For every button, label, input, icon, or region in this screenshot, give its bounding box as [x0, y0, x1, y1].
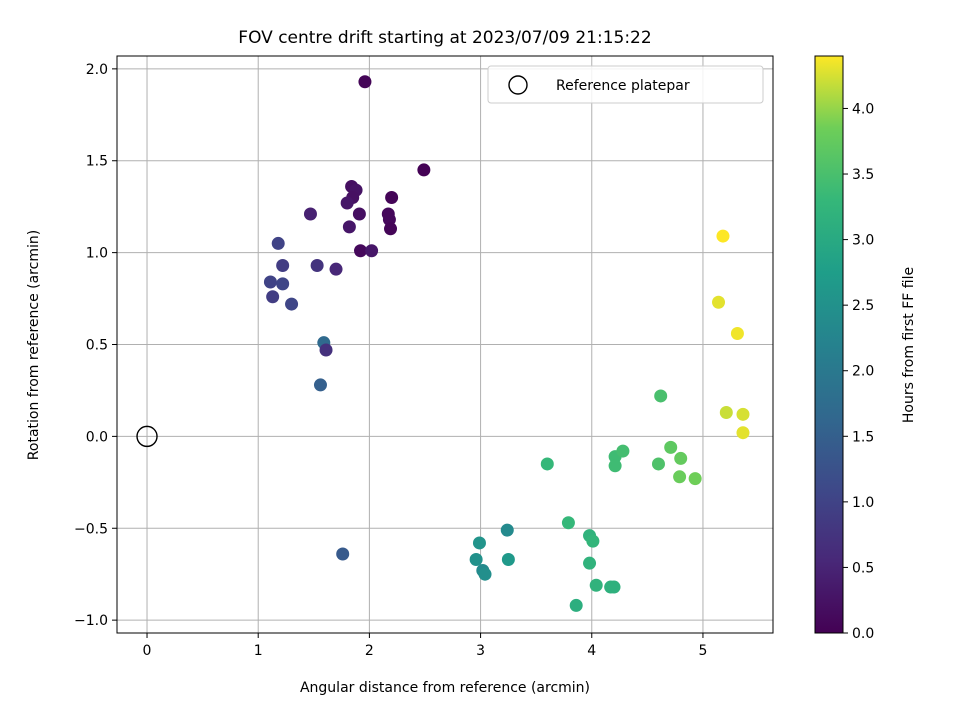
data-point: [569, 598, 583, 612]
y-tick-label: 0.5: [86, 338, 108, 354]
data-point: [276, 277, 290, 291]
chart-title: FOV centre drift starting at 2023/07/09 …: [238, 28, 651, 48]
data-point: [607, 580, 621, 594]
data-point: [266, 290, 280, 304]
data-point: [730, 326, 744, 340]
x-tick-label: 1: [254, 643, 263, 659]
x-axis-ticks: 0 1 2 3 4 5: [143, 633, 707, 659]
colorbar-tick-label: 2.5: [852, 298, 874, 314]
data-point: [263, 275, 277, 289]
y-axis-ticks: −1.0 −0.5 0.0 0.5 1.0 1.5 2.0: [74, 62, 117, 629]
data-point: [501, 552, 515, 566]
y-tick-label: 1.0: [86, 246, 108, 262]
data-point: [385, 190, 399, 204]
x-tick-label: 5: [698, 643, 707, 659]
reference-platepar-marker: [136, 425, 158, 448]
data-point: [313, 378, 327, 392]
data-point: [540, 457, 554, 471]
data-point: [353, 244, 367, 258]
data-point: [303, 207, 317, 221]
data-point: [340, 196, 354, 210]
data-point: [616, 444, 630, 458]
data-point: [674, 451, 688, 465]
y-tick-label: −0.5: [74, 521, 108, 537]
colorbar-gradient: [814, 55, 844, 634]
data-point: [736, 426, 750, 440]
colorbar-tick-label: 3.5: [852, 167, 874, 183]
data-point: [664, 440, 678, 454]
scatter-points: [263, 75, 750, 612]
colorbar-tick-label: 1.0: [852, 495, 874, 511]
colorbar-label: Hours from first FF file: [901, 267, 917, 423]
data-point: [285, 297, 299, 311]
data-point: [472, 536, 486, 550]
colorbar-tick-label: 2.0: [852, 364, 874, 380]
legend-reference-marker: [508, 75, 528, 95]
data-point: [589, 578, 603, 592]
data-point: [673, 470, 687, 484]
data-point: [271, 236, 285, 250]
data-point: [478, 567, 492, 581]
colorbar-tick-label: 0.5: [852, 560, 874, 576]
data-point: [716, 229, 730, 243]
y-tick-label: 2.0: [86, 62, 108, 78]
y-axis-label: Rotation from reference (arcmin): [26, 230, 42, 460]
data-point: [688, 472, 702, 486]
data-point: [417, 163, 431, 177]
y-tick-label: 1.5: [86, 154, 108, 170]
data-point: [469, 552, 483, 566]
data-point: [719, 405, 733, 419]
colorbar-tick-label: 4.0: [852, 101, 874, 117]
y-tick-label: 0.0: [86, 429, 108, 445]
colorbar-tick-label: 3.0: [852, 233, 874, 249]
data-point: [654, 389, 668, 403]
data-point: [384, 222, 398, 236]
x-tick-label: 3: [476, 643, 485, 659]
data-point: [358, 75, 372, 89]
data-point: [500, 523, 514, 537]
data-point: [365, 244, 379, 258]
colorbar-ticks: 0.0 0.5 1.0 1.5 2.0 2.5 3.0 3.5 4.0: [843, 101, 874, 642]
reference-marker: [136, 425, 158, 448]
grid: [117, 56, 773, 633]
x-axis-label: Angular distance from reference (arcmin): [300, 680, 590, 696]
data-point: [586, 534, 600, 548]
data-point: [342, 220, 356, 234]
data-point: [352, 207, 366, 221]
data-point: [736, 407, 750, 421]
data-point: [319, 343, 333, 357]
colorbar-tick-label: 0.0: [852, 626, 874, 642]
data-point: [583, 556, 597, 570]
colorbar-tick-label: 1.5: [852, 429, 874, 445]
legend-entry-label: Reference platepar: [556, 78, 690, 94]
data-point: [276, 258, 290, 272]
data-point: [561, 516, 575, 530]
y-tick-label: −1.0: [74, 613, 108, 629]
data-point: [336, 547, 350, 561]
data-point: [712, 295, 726, 309]
legend-box: [487, 65, 764, 104]
x-tick-label: 0: [143, 643, 152, 659]
x-tick-label: 2: [365, 643, 374, 659]
x-tick-label: 4: [587, 643, 596, 659]
legend: Reference platepar: [487, 65, 764, 104]
colorbar: 0.0 0.5 1.0 1.5 2.0 2.5 3.0 3.5 4.0 Hours from f…: [814, 55, 917, 642]
data-point: [651, 457, 665, 471]
plot-area: 0 1 2 3 4 5 −1.0 −0.5 0.0 0.5 1.0 1.5 2.0: [74, 55, 774, 659]
data-point: [329, 262, 343, 276]
data-point: [608, 459, 622, 473]
data-point: [310, 258, 324, 272]
